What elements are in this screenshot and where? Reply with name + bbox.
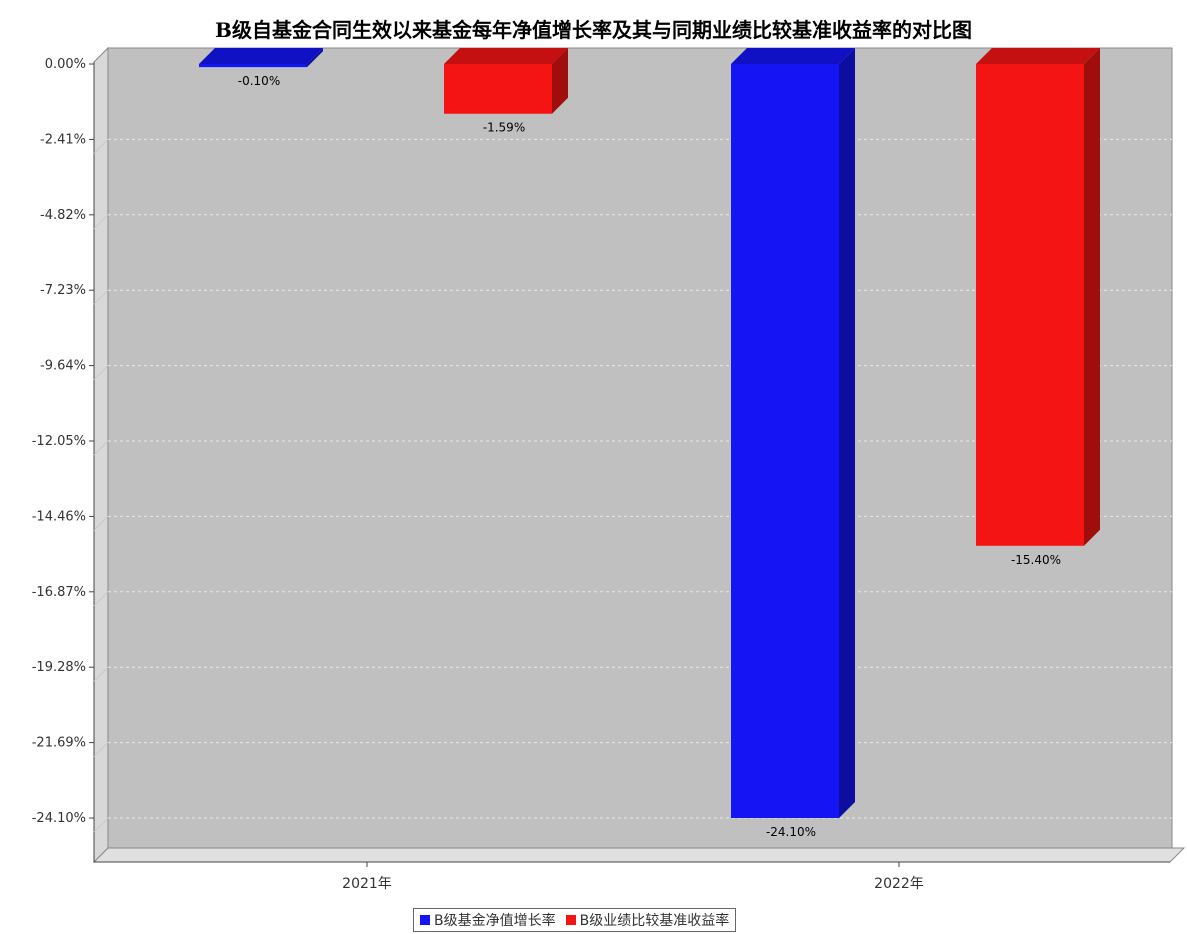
data-label: -0.10% bbox=[238, 74, 280, 88]
legend-item: B级基金净值增长率 bbox=[420, 910, 556, 930]
y-tick-label: -24.10% bbox=[32, 811, 86, 826]
x-tick-label: 2022年 bbox=[874, 876, 924, 892]
grid-line-wall bbox=[93, 817, 109, 833]
y-tick-label: -9.64% bbox=[40, 359, 86, 374]
legend-label: B级业绩比较基准收益率 bbox=[579, 913, 730, 929]
y-tick-label: 0.00% bbox=[45, 57, 86, 72]
bar-top bbox=[731, 48, 855, 64]
bar-side bbox=[552, 48, 568, 114]
plot-left-wall bbox=[93, 46, 109, 864]
y-tick-label: -2.41% bbox=[40, 132, 86, 147]
grid-line-wall bbox=[93, 591, 109, 607]
grid-lines bbox=[93, 138, 1172, 833]
bar bbox=[731, 64, 839, 818]
legend-swatch bbox=[565, 915, 576, 925]
legend-item: B级业绩比较基准收益率 bbox=[565, 910, 730, 930]
grid-line-wall bbox=[93, 139, 109, 154]
y-tick-label: -7.23% bbox=[40, 283, 86, 298]
y-axis: 0.00% -2.41% -4.82% -7.23% -9.64% -12.05% -14.… bbox=[32, 57, 94, 826]
grid-line-wall bbox=[93, 365, 109, 380]
bar-top bbox=[199, 48, 323, 64]
data-labels: -0.10% -1.59% -24.10% -15.40% bbox=[238, 74, 1061, 839]
data-label: -15.40% bbox=[1011, 553, 1061, 567]
bar-side bbox=[1084, 48, 1100, 546]
y-tick-label: -12.05% bbox=[32, 434, 86, 449]
grid-line-wall bbox=[93, 214, 109, 230]
x-tick-label: 2021年 bbox=[342, 876, 392, 892]
y-tick-label: -16.87% bbox=[32, 585, 86, 600]
chart-title: B级自基金合同生效以来基金每年净值增长率及其与同期业绩比较基准收益率的对比图 bbox=[215, 18, 972, 42]
x-axis: 2021年 2022年 bbox=[342, 862, 924, 892]
bars bbox=[199, 48, 1100, 818]
y-tick-label: -4.82% bbox=[40, 208, 86, 223]
bar-top bbox=[444, 48, 568, 64]
grid-line-wall bbox=[93, 666, 109, 682]
legend-swatch bbox=[420, 915, 430, 925]
data-label: -1.59% bbox=[483, 121, 525, 135]
bar bbox=[444, 64, 552, 114]
bar-chart: 0.00% -2.41% -4.82% -7.23% -9.64% -12.05% -14.… bbox=[32, 46, 1186, 892]
y-tick-label: -21.69% bbox=[32, 736, 86, 751]
legend-label: B级基金净值增长率 bbox=[434, 913, 556, 929]
bar-side bbox=[839, 48, 855, 818]
grid-line-wall bbox=[93, 516, 109, 531]
grid-line-wall bbox=[93, 289, 109, 305]
grid-line-wall bbox=[93, 742, 109, 757]
bar bbox=[199, 64, 307, 68]
legend: B级基金净值增长率 B级业绩比较基准收益率 bbox=[413, 908, 737, 932]
y-tick-label: -19.28% bbox=[32, 660, 86, 675]
grid-line-wall bbox=[93, 440, 109, 456]
bar bbox=[976, 64, 1084, 546]
plot-floor bbox=[92, 847, 1186, 863]
bar-top bbox=[976, 48, 1100, 64]
data-label: -24.10% bbox=[766, 825, 816, 839]
y-tick-label: -14.46% bbox=[32, 509, 86, 524]
bar-side bbox=[307, 48, 323, 68]
